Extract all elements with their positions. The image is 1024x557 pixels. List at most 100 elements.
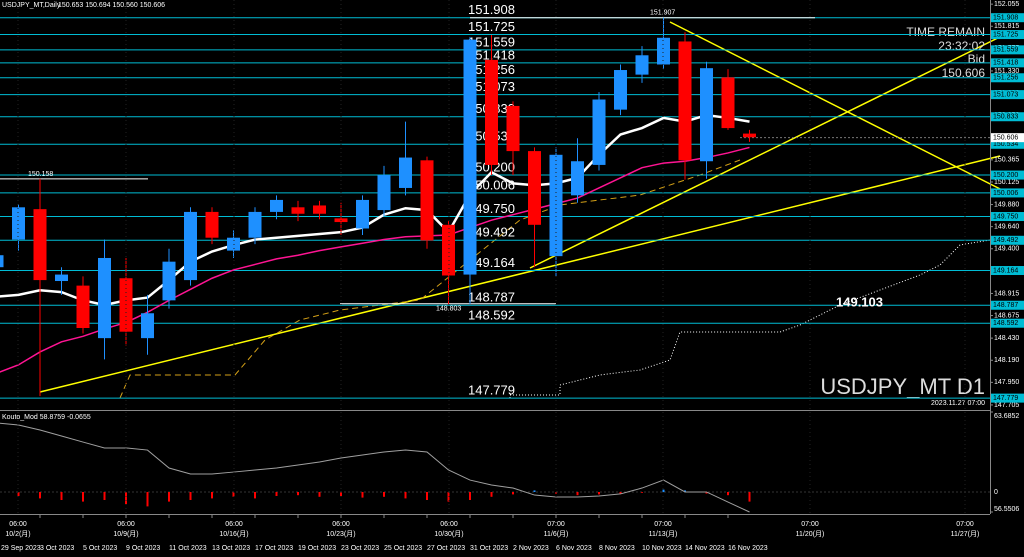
histogram-bar [748, 492, 751, 502]
histogram-bar [211, 492, 213, 499]
week-time: 06:00 [9, 521, 27, 528]
y-tick-label: 147.705 [994, 402, 1019, 409]
level-label: 147.779 [468, 383, 515, 398]
level-axis-label: 150.534 [993, 141, 1018, 148]
x-tick-label: 29 Sep 2023 [1, 545, 41, 552]
week-date: 11/20(月) [796, 530, 825, 538]
candle-body [614, 70, 627, 110]
level-label: 148.592 [468, 308, 515, 323]
week-date: 11/13(月) [649, 530, 678, 538]
y-tick-label: 148.190 [994, 357, 1019, 364]
level-axis-label: 149.750 [993, 213, 1018, 220]
x-tick-label: 17 Oct 2023 [255, 545, 293, 552]
y-tick-label: 149.640 [994, 223, 1019, 230]
week-date: 10/30(月) [434, 530, 463, 538]
candle-body [592, 99, 606, 165]
level-axis-label: 151.073 [993, 91, 1018, 98]
histogram-bar [598, 492, 600, 495]
symbol-label: USDJPY_MT D1 [820, 374, 985, 399]
y-tick-label: 148.915 [994, 290, 1019, 297]
level-axis-box [991, 212, 1024, 222]
level-axis-label: 150.833 [993, 114, 1018, 121]
candle-body [657, 37, 670, 65]
candle-body [678, 41, 692, 161]
level-label: 151.908 [468, 2, 515, 17]
level-axis-label: 149.164 [993, 267, 1018, 274]
candle-body [743, 133, 756, 138]
histogram-bar [490, 492, 493, 497]
level-axis-label: 149.492 [993, 237, 1018, 244]
histogram-bar [576, 492, 579, 496]
x-tick-label: 2 Nov 2023 [513, 545, 549, 552]
indicator-tick-label: 63.6852 [994, 413, 1019, 420]
level-axis-label: 147.779 [993, 395, 1018, 402]
level-axis-label: 150.200 [993, 172, 1018, 179]
histogram-bar [404, 492, 407, 499]
candle-body [571, 161, 584, 196]
week-time: 07:00 [956, 521, 974, 528]
candle-body [721, 77, 735, 129]
x-tick-label: 9 Oct 2023 [126, 545, 160, 552]
histogram-bar [17, 492, 20, 496]
candle-body [141, 313, 154, 339]
week-time: 06:00 [332, 521, 350, 528]
histogram-bar [297, 492, 299, 496]
x-tick-label: 13 Oct 2023 [212, 545, 250, 552]
histogram-bar [82, 492, 84, 502]
week-date: 10/16(月) [219, 530, 248, 538]
future-time: 2023.11.27 07:00 [931, 400, 985, 407]
week-time: 07:00 [547, 521, 565, 528]
week-date: 10/2(月) [5, 530, 30, 538]
week-time: 06:00 [117, 521, 135, 528]
candle-body [162, 261, 176, 301]
histogram-bar [684, 490, 686, 492]
histogram-bar [469, 492, 471, 500]
candle-body [528, 151, 541, 225]
y-tick-label: 151.330 [994, 68, 1019, 75]
indicator-title: Kouto_Mod 58.8759 -0.0655 [2, 414, 91, 421]
level-axis-label: 148.787 [993, 302, 1018, 309]
indicator-line [0, 422, 750, 513]
candle-body [399, 157, 412, 188]
level-axis-box [991, 170, 1024, 180]
x-tick-label: 27 Oct 2023 [427, 545, 465, 552]
y-tick-label: 148.675 [994, 312, 1019, 319]
bid-axis-label: 150.606 [993, 134, 1018, 141]
cloud-guide [119, 159, 741, 399]
level-axis-box [991, 235, 1024, 245]
candle-body [313, 205, 326, 214]
candle-body [442, 224, 455, 276]
candle-body [98, 257, 111, 339]
candle-body [184, 211, 197, 281]
candle-body [12, 207, 25, 240]
candle-body [248, 211, 262, 238]
y-tick-label: 148.430 [994, 335, 1019, 342]
level-label: 149.750 [468, 201, 515, 216]
week-date: 10/23(月) [326, 530, 355, 538]
histogram-bar [361, 492, 364, 498]
y-tick-label: 149.880 [994, 201, 1019, 208]
bid-axis-box [991, 133, 1024, 143]
level-axis-box [991, 139, 1024, 149]
indicator-tick-label: 56.5506 [994, 506, 1019, 513]
candle-body [33, 209, 47, 281]
x-tick-label: 19 Oct 2023 [298, 545, 336, 552]
time-remain: 23:32:02 [938, 39, 985, 53]
histogram-bar [146, 492, 149, 507]
week-date: 11/27(月) [951, 530, 980, 538]
candle-body [76, 285, 90, 328]
y-tick-label: 151.815 [994, 23, 1019, 30]
y-tick-label: 149.400 [994, 246, 1019, 253]
x-tick-label: 8 Nov 2023 [599, 545, 635, 552]
trendline [669, 21, 1013, 196]
level-axis-box [991, 58, 1024, 68]
left-marker-label: 150.158 [28, 171, 53, 178]
x-tick-label: 31 Oct 2023 [470, 545, 508, 552]
y-tick-label: 152.055 [994, 1, 1019, 8]
low-marker-label: 148.803 [436, 306, 461, 313]
histogram-bar [125, 492, 127, 504]
level-axis-box [991, 90, 1024, 100]
histogram-bar [232, 492, 235, 497]
histogram-bar [189, 492, 192, 500]
